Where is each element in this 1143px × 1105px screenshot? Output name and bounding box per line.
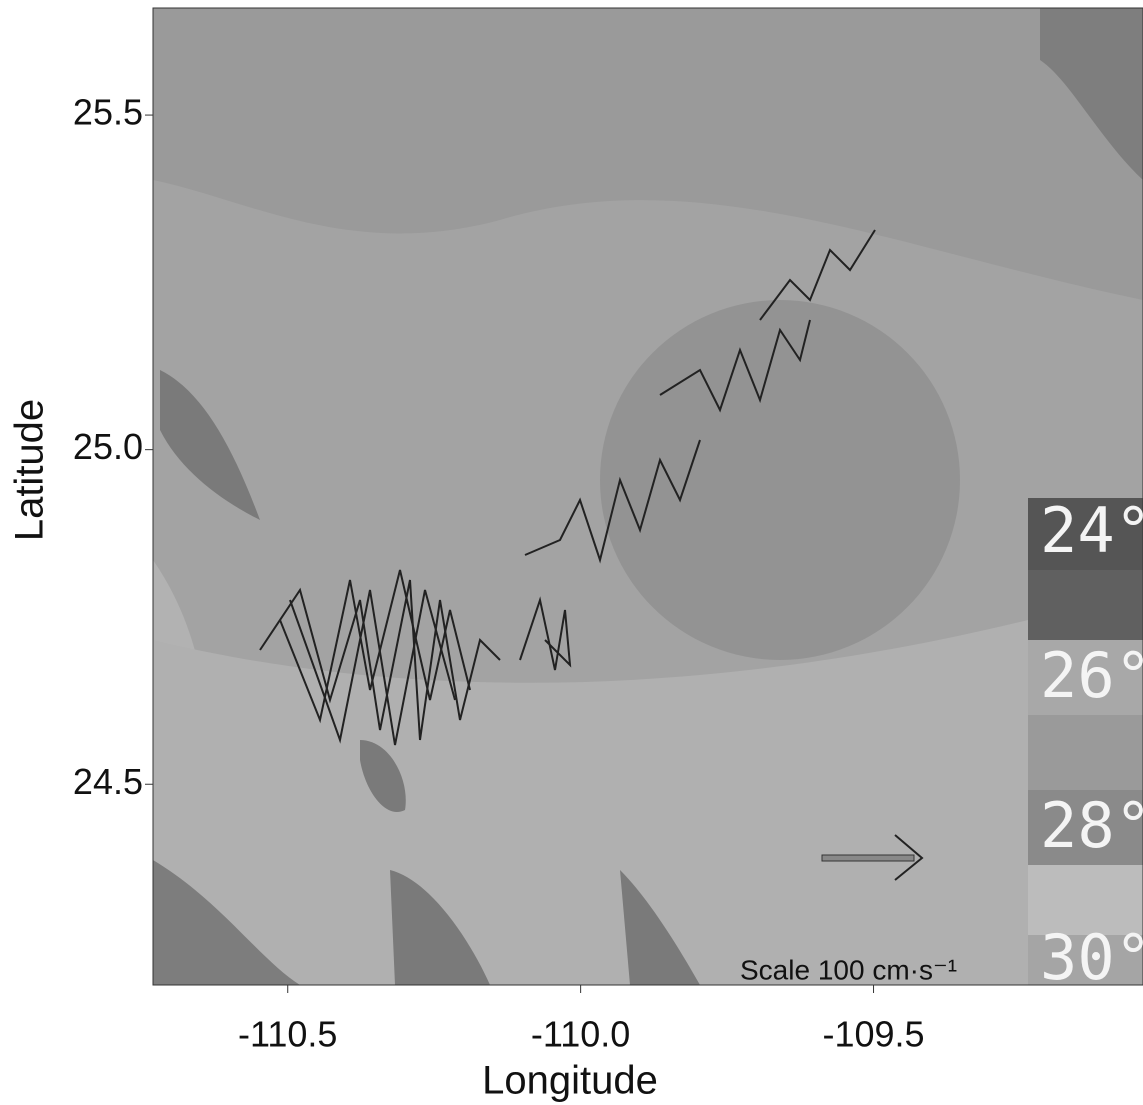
colorbar-label: 30°: [1040, 921, 1143, 994]
x-axis-title: Longitude: [482, 1059, 658, 1103]
y-tick-label: 25.5: [73, 92, 143, 133]
colorbar-label: 28°: [1040, 789, 1143, 862]
sst-image: [153, 8, 1143, 985]
x-tick-label: -109.5: [822, 1014, 924, 1055]
plot-frame: [152, 7, 1143, 986]
scale-label: Scale 100 cm·s⁻¹: [740, 954, 957, 985]
current-vectors: [259, 229, 876, 746]
x-tick-label: -110.0: [531, 1014, 630, 1055]
y-tick-label: 25.0: [73, 426, 143, 467]
colorbar-label: 26°: [1040, 639, 1143, 712]
colorbar: [1028, 498, 1143, 985]
y-tick-label: 24.5: [73, 761, 143, 802]
colorbar-label: 24°: [1040, 494, 1143, 567]
scale-arrow: [821, 834, 924, 881]
y-axis-title: Latitude: [8, 399, 52, 541]
x-tick-label: -110.5: [238, 1014, 337, 1055]
